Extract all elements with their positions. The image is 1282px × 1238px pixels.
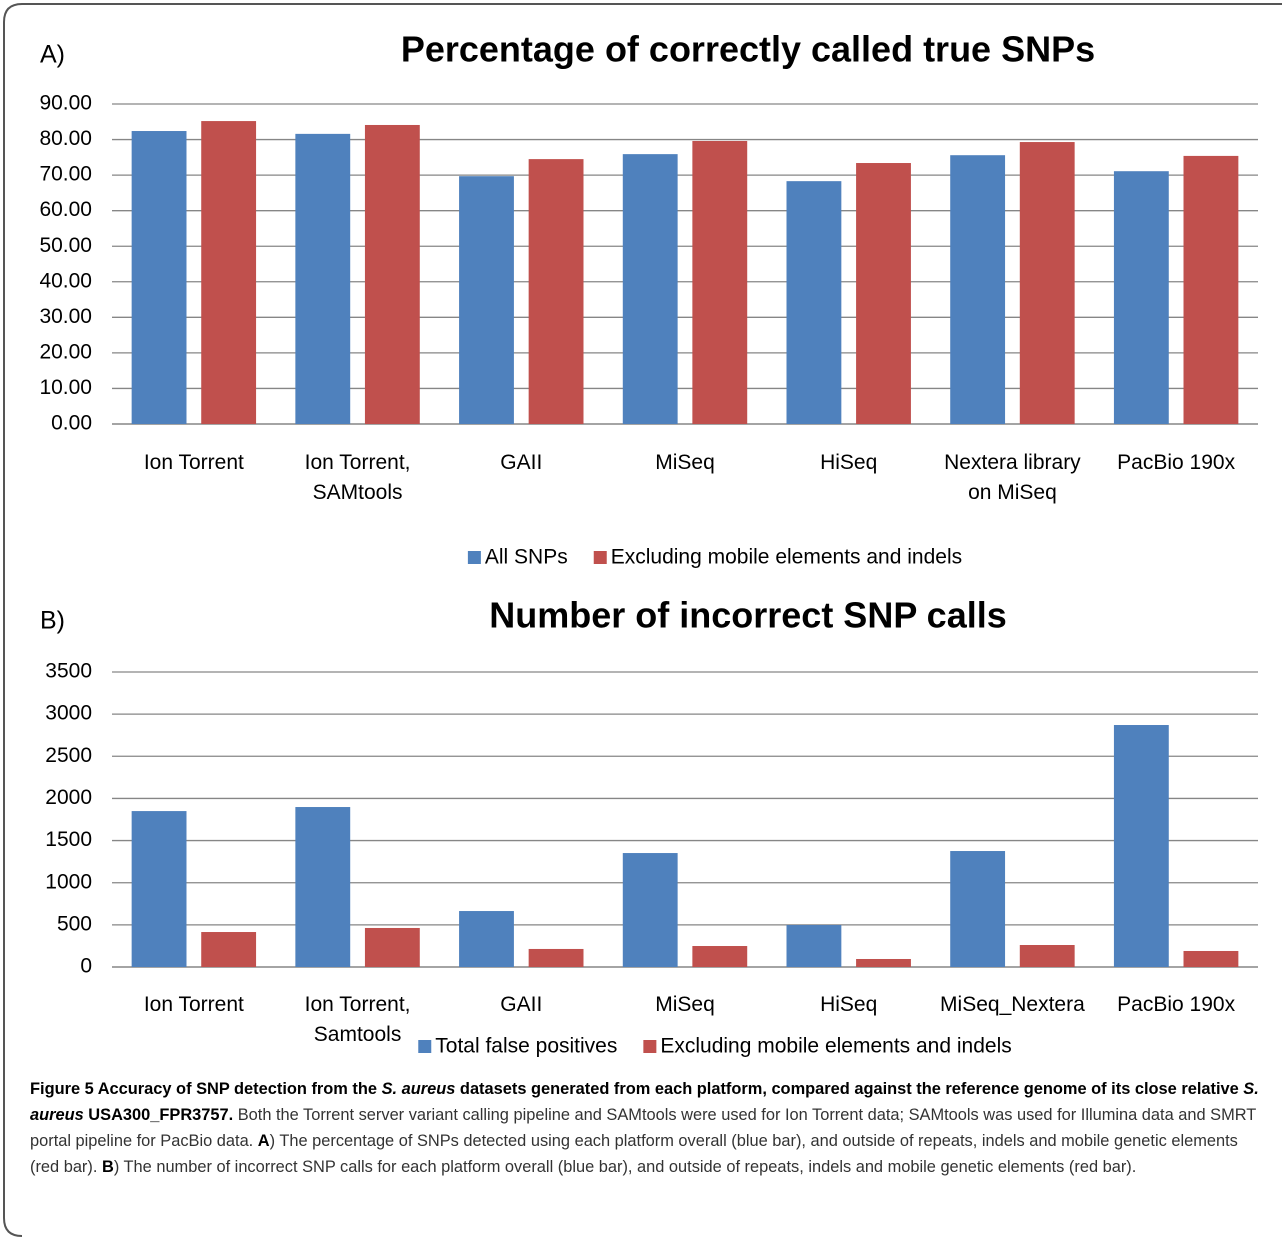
bar	[856, 163, 911, 424]
caption-text: ) The number of incorrect SNP calls for …	[113, 1158, 1137, 1176]
bar	[459, 176, 514, 424]
bar	[1113, 725, 1169, 967]
bar	[459, 911, 514, 967]
legend-swatch	[418, 1040, 432, 1053]
y-tick-label: 1000	[45, 870, 92, 893]
x-tick-label: GAII	[500, 451, 543, 474]
caption-text: A	[257, 1132, 270, 1150]
y-tick-label: 3500	[45, 660, 92, 683]
bar	[786, 925, 842, 967]
bar	[131, 811, 187, 967]
x-tick-label: PacBio 190x	[1117, 993, 1236, 1016]
x-tick-label: MiSeq	[655, 993, 715, 1016]
y-tick-label: 2500	[45, 744, 92, 767]
bar	[622, 853, 678, 967]
caption-text: S. aureus	[381, 1080, 456, 1098]
chart-title: Percentage of correctly called true SNPs	[401, 29, 1095, 70]
bar	[856, 958, 911, 967]
x-tick-label: MiSeq	[655, 451, 715, 474]
legend-swatch	[643, 1040, 657, 1053]
y-tick-label: 70.00	[39, 163, 92, 186]
bar	[622, 154, 678, 424]
y-tick-label: 20.00	[39, 340, 92, 363]
chart-title: Number of incorrect SNP calls	[489, 595, 1007, 636]
bar	[786, 181, 842, 424]
bar	[295, 807, 351, 967]
bar	[1019, 945, 1075, 967]
y-tick-label: 10.00	[39, 376, 92, 399]
bar	[950, 851, 1006, 967]
caption: Figure 5 Accuracy of SNP detection from …	[30, 1076, 1260, 1180]
y-tick-label: 2000	[45, 786, 92, 809]
legend-label: All SNPs	[485, 546, 568, 569]
bar	[295, 133, 351, 424]
bar	[1183, 155, 1239, 424]
x-tick-label: Ion Torrent	[143, 451, 244, 474]
legend-label: Excluding mobile elements and indels	[660, 1035, 1011, 1058]
bar	[528, 159, 584, 424]
x-tick-label: MiSeq_Nextera	[940, 993, 1085, 1016]
bar	[131, 131, 187, 424]
caption-text: datasets generated from each platform, c…	[455, 1080, 1244, 1098]
y-tick-label: 0.00	[51, 412, 92, 435]
y-tick-label: 500	[57, 912, 92, 935]
frame	[3, 3, 1282, 1237]
bar	[1019, 142, 1075, 425]
bar	[692, 140, 748, 424]
bar	[201, 932, 257, 967]
bar	[364, 124, 420, 424]
y-tick-label: 60.00	[39, 198, 92, 221]
bar	[1183, 950, 1239, 967]
bar	[1113, 171, 1169, 424]
legend-label: Total false positives	[435, 1035, 617, 1058]
y-tick-label: 50.00	[39, 234, 92, 257]
x-tick-label: GAII	[500, 993, 543, 1016]
x-tick-label: Ion Torrent, SAMtools	[304, 451, 411, 504]
bar	[528, 948, 584, 967]
y-tick-label: 90.00	[39, 92, 92, 115]
bar	[692, 946, 748, 967]
bar	[201, 121, 257, 425]
caption-text: ) The percentage of SNPs detected using …	[30, 1132, 1238, 1176]
y-tick-label: 3000	[45, 702, 92, 725]
caption-text: B	[101, 1158, 114, 1176]
caption-text: Figure 5 Accuracy of SNP detection from …	[30, 1080, 382, 1098]
legend-swatch	[467, 551, 481, 564]
y-tick-label: 40.00	[39, 269, 92, 292]
legend-label: Excluding mobile elements and indels	[611, 546, 962, 569]
panel-label: B)	[40, 607, 65, 635]
x-tick-label: Ion Torrent	[143, 993, 244, 1016]
legend-swatch	[593, 551, 607, 564]
y-tick-label: 30.00	[39, 305, 92, 328]
x-tick-label: PacBio 190x	[1117, 451, 1236, 474]
x-tick-label: Ion Torrent, Samtools	[304, 993, 411, 1046]
y-tick-label: 80.00	[39, 127, 92, 150]
bar	[364, 927, 420, 967]
panel-label: A)	[40, 41, 65, 69]
x-tick-label: HiSeq	[820, 993, 878, 1016]
y-tick-label: 1500	[45, 828, 92, 851]
y-tick-label: 0	[80, 955, 92, 978]
caption-text: Both the Torrent server variant calling …	[30, 1106, 1256, 1150]
caption-text: S. aureus	[30, 1080, 1259, 1124]
x-tick-label: Nextera library on MiSeq	[944, 451, 1081, 504]
bar	[950, 155, 1006, 424]
caption-text: USA300_FPR3757.	[83, 1106, 234, 1124]
x-tick-label: HiSeq	[820, 451, 878, 474]
